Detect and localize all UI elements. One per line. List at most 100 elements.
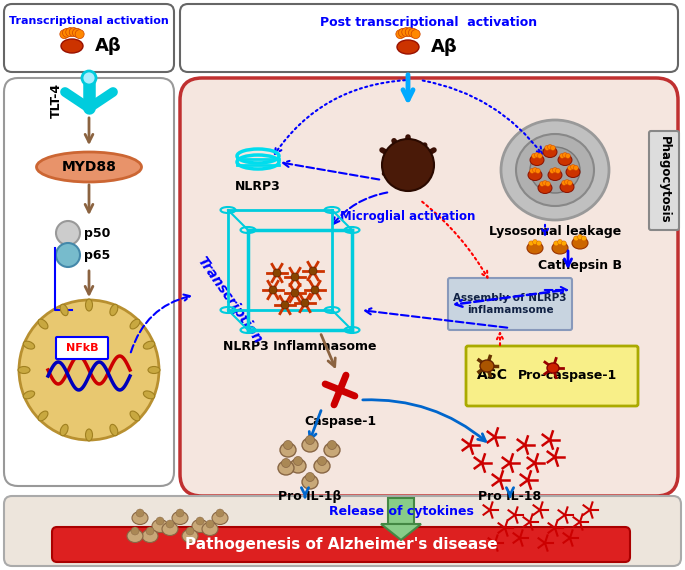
- Ellipse shape: [273, 269, 281, 277]
- Ellipse shape: [142, 530, 158, 543]
- Ellipse shape: [192, 519, 208, 532]
- FancyBboxPatch shape: [466, 346, 638, 406]
- Circle shape: [62, 28, 71, 37]
- Ellipse shape: [143, 341, 155, 349]
- Circle shape: [156, 517, 164, 525]
- Text: p65: p65: [84, 249, 110, 262]
- Text: Aβ: Aβ: [95, 37, 122, 55]
- Ellipse shape: [548, 169, 562, 181]
- Text: Post transcriptional  activation: Post transcriptional activation: [321, 16, 538, 29]
- Circle shape: [536, 241, 541, 246]
- FancyBboxPatch shape: [56, 337, 108, 359]
- Circle shape: [558, 239, 562, 245]
- Ellipse shape: [60, 424, 68, 435]
- Circle shape: [540, 181, 545, 186]
- FancyBboxPatch shape: [448, 278, 572, 330]
- FancyBboxPatch shape: [180, 78, 678, 496]
- Circle shape: [411, 30, 420, 39]
- Ellipse shape: [516, 134, 594, 206]
- Circle shape: [562, 180, 566, 185]
- Ellipse shape: [61, 39, 83, 53]
- Circle shape: [75, 30, 84, 39]
- Circle shape: [196, 517, 204, 525]
- Ellipse shape: [130, 319, 140, 329]
- Circle shape: [293, 457, 303, 466]
- Ellipse shape: [311, 286, 319, 294]
- Ellipse shape: [172, 511, 188, 524]
- Ellipse shape: [501, 120, 609, 220]
- Text: MYD88: MYD88: [62, 160, 116, 174]
- Ellipse shape: [143, 391, 155, 399]
- Circle shape: [73, 28, 82, 37]
- Circle shape: [545, 181, 550, 186]
- Ellipse shape: [291, 289, 299, 297]
- Ellipse shape: [86, 299, 92, 311]
- Circle shape: [206, 520, 214, 528]
- Text: ASC: ASC: [477, 368, 508, 382]
- Text: Pathogenesis of Alzheimer's disease: Pathogenesis of Alzheimer's disease: [185, 537, 497, 552]
- Circle shape: [176, 509, 184, 517]
- Ellipse shape: [280, 443, 296, 457]
- Text: Cathepsin B: Cathepsin B: [538, 259, 622, 271]
- Circle shape: [284, 441, 292, 450]
- Ellipse shape: [132, 511, 148, 524]
- Text: Microglial activation: Microglial activation: [340, 210, 475, 223]
- Ellipse shape: [23, 391, 35, 399]
- Circle shape: [577, 234, 582, 239]
- Ellipse shape: [38, 411, 48, 421]
- Circle shape: [532, 168, 538, 173]
- Text: NLRP3: NLRP3: [235, 180, 281, 193]
- FancyBboxPatch shape: [388, 498, 414, 524]
- Circle shape: [530, 168, 534, 173]
- Circle shape: [529, 241, 534, 246]
- Text: Transcriptional activation: Transcriptional activation: [9, 16, 169, 26]
- Circle shape: [306, 473, 314, 482]
- Ellipse shape: [480, 360, 494, 372]
- Circle shape: [573, 236, 579, 241]
- Text: Pro-caspase-1: Pro-caspase-1: [519, 368, 618, 381]
- Circle shape: [582, 236, 586, 241]
- Circle shape: [282, 458, 290, 467]
- Circle shape: [545, 145, 549, 150]
- Ellipse shape: [560, 181, 574, 193]
- Circle shape: [56, 221, 80, 245]
- Ellipse shape: [212, 511, 228, 524]
- Circle shape: [553, 241, 559, 246]
- Ellipse shape: [110, 304, 118, 316]
- FancyBboxPatch shape: [649, 131, 679, 230]
- Ellipse shape: [530, 154, 544, 165]
- Ellipse shape: [38, 319, 48, 329]
- Ellipse shape: [527, 242, 543, 254]
- FancyBboxPatch shape: [4, 4, 174, 72]
- Text: TLT-4: TLT-4: [49, 83, 62, 117]
- Ellipse shape: [148, 367, 160, 373]
- Ellipse shape: [552, 242, 568, 254]
- Text: Lysosomal leakage: Lysosomal leakage: [489, 225, 621, 238]
- Circle shape: [567, 180, 573, 185]
- Ellipse shape: [302, 438, 318, 452]
- Text: NFkB: NFkB: [66, 343, 98, 353]
- Ellipse shape: [110, 424, 118, 435]
- Text: Pro IL-1β: Pro IL-1β: [278, 490, 342, 503]
- Ellipse shape: [152, 519, 168, 532]
- FancyBboxPatch shape: [4, 496, 681, 566]
- Circle shape: [561, 241, 566, 246]
- Circle shape: [536, 168, 540, 173]
- Circle shape: [66, 27, 75, 36]
- Text: p50: p50: [84, 226, 110, 239]
- Ellipse shape: [547, 363, 559, 373]
- Text: Caspase-1: Caspase-1: [304, 415, 376, 428]
- Ellipse shape: [281, 301, 289, 309]
- FancyBboxPatch shape: [4, 78, 174, 486]
- Circle shape: [534, 153, 540, 157]
- Circle shape: [82, 71, 96, 85]
- Ellipse shape: [86, 429, 92, 441]
- Polygon shape: [381, 524, 421, 540]
- Ellipse shape: [558, 154, 572, 165]
- Circle shape: [136, 509, 144, 517]
- Circle shape: [69, 27, 78, 36]
- Circle shape: [131, 527, 139, 535]
- Text: Assembly of NLRP3
inflamamsome: Assembly of NLRP3 inflamamsome: [453, 293, 566, 315]
- Ellipse shape: [291, 273, 299, 281]
- Circle shape: [327, 441, 336, 450]
